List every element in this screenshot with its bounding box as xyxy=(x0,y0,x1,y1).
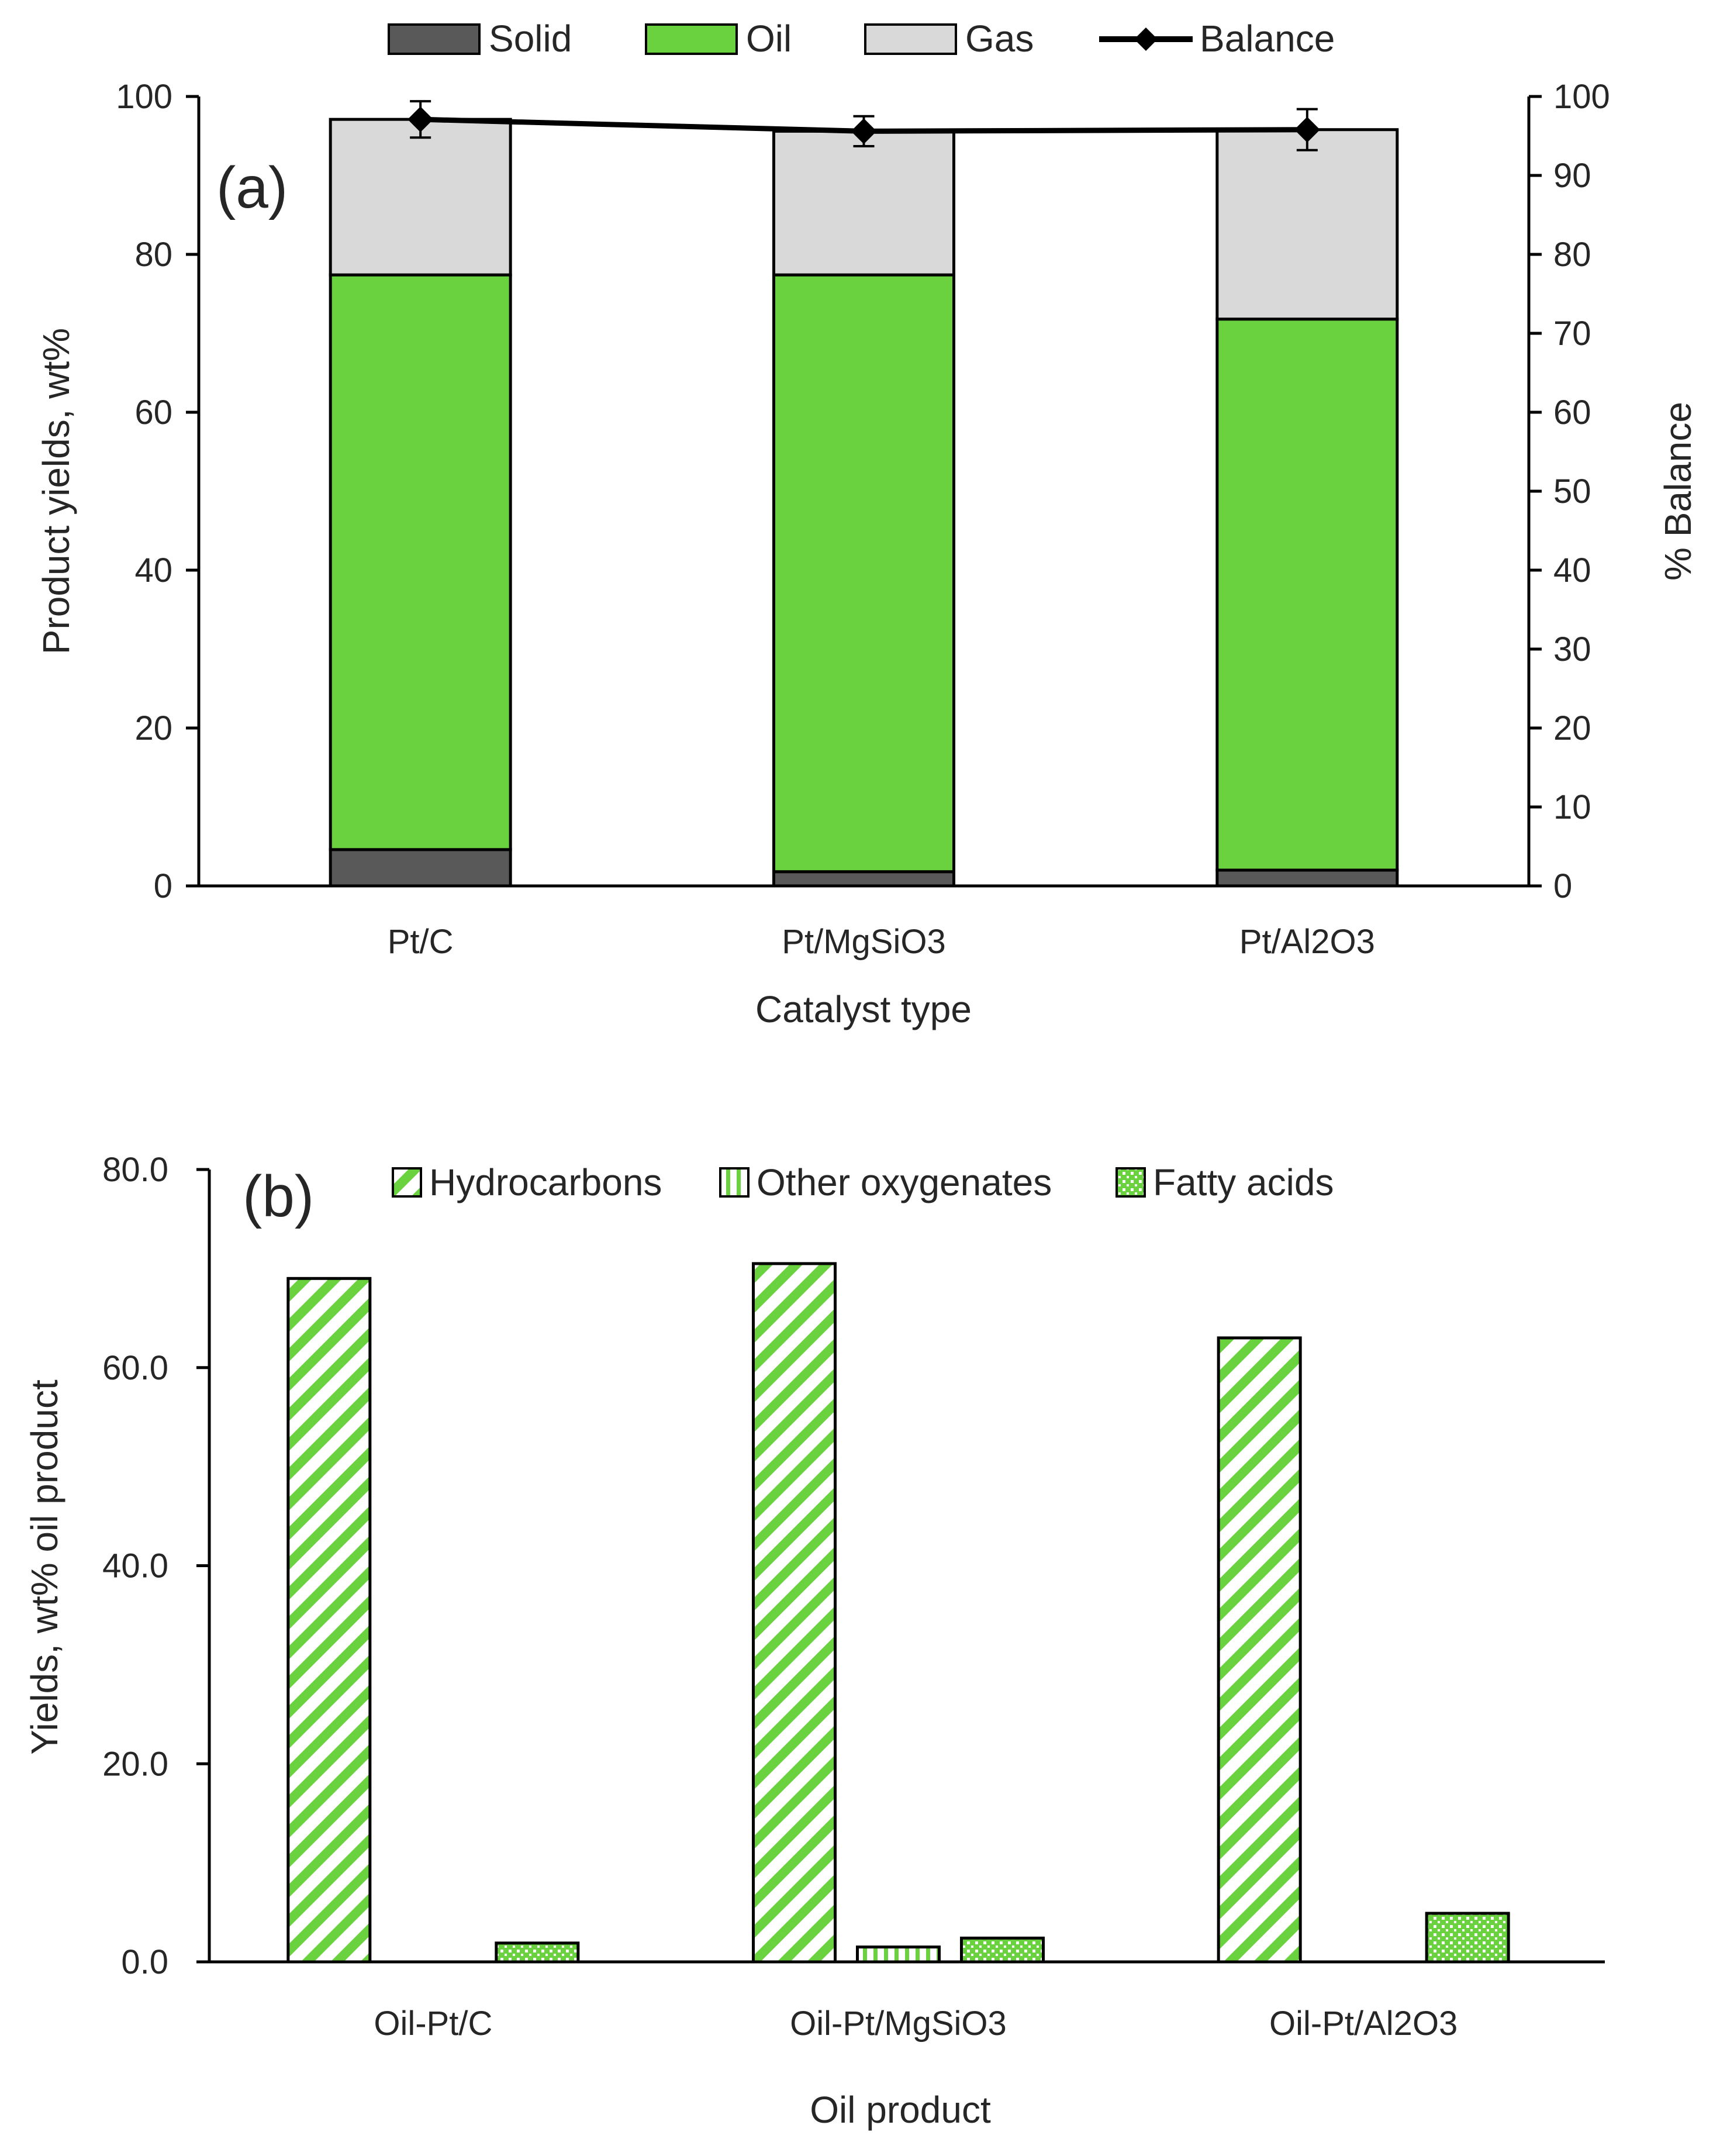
bar-fatty-acids-oil-pt-c xyxy=(495,1941,580,1964)
bar-gas-pt-mgsio3 xyxy=(772,129,955,277)
y-ticks-b: 0.0 20.0 40.0 60.0 80.0 xyxy=(102,1151,209,1981)
x-tick-label-b: Oil-Pt/MgSiO3 xyxy=(790,2005,1007,2043)
legend-label-balance: Balance xyxy=(1200,18,1335,60)
legend-swatch-solid xyxy=(388,23,481,55)
y-tick-label-left-a: 60 xyxy=(134,394,172,432)
bar-gas-pt-c xyxy=(329,118,512,277)
panel-label-a: (a) xyxy=(216,155,288,220)
legend-a: Solid Oil Gas Balance xyxy=(388,18,1335,60)
bar-hydrocarbons-oil-pt-al2o3 xyxy=(1217,1336,1302,1964)
bar-oil-pt-c xyxy=(329,273,512,851)
legend-label-gas: Gas xyxy=(965,18,1034,60)
legend-item-gas[interactable]: Gas xyxy=(864,18,1034,60)
bar-solid-pt-mgsio3 xyxy=(772,870,955,888)
y-tick-label-right-a: 30 xyxy=(1553,630,1591,668)
legend-swatch-fatty-acids xyxy=(1115,1167,1146,1198)
x-tick-label-a: Pt/Al2O3 xyxy=(1239,923,1375,961)
y-tick-label-b: 40.0 xyxy=(102,1547,168,1585)
y-tick-label-left-a: 20 xyxy=(134,709,172,747)
bar-other-oxygenates-oil-pt-mgsio3 xyxy=(856,1945,941,1964)
panel-b: Hydrocarbons Other oxygenates Fatty acid… xyxy=(23,1151,1605,2131)
y-tick-label-right-a: 40 xyxy=(1553,551,1591,589)
x-tick-label-a: Pt/C xyxy=(388,923,454,961)
y-tick-label-left-a: 80 xyxy=(134,236,172,274)
x-tick-labels-b: Oil-Pt/C Oil-Pt/MgSiO3 Oil-Pt/Al2O3 xyxy=(374,2005,1458,2043)
y-tick-label-right-a: 60 xyxy=(1553,394,1591,432)
x-tick-label-a: Pt/MgSiO3 xyxy=(782,923,945,961)
x-axis-title-b: Oil product xyxy=(810,2089,991,2131)
y-tick-label-left-a: 40 xyxy=(134,551,172,589)
y-ticks-left-a: 0 20 40 60 80 100 xyxy=(116,78,199,905)
balance-point-pt-c xyxy=(407,106,434,133)
x-tick-label-b: Oil-Pt/Al2O3 xyxy=(1269,2005,1458,2043)
y2-axis-title-a: % Balance xyxy=(1657,402,1699,581)
legend-swatch-hydrocarbons xyxy=(392,1167,422,1198)
y-tick-label-right-a: 100 xyxy=(1553,78,1610,116)
y-ticks-right-a: 0 10 20 30 40 50 60 70 80 90 100 xyxy=(1529,78,1610,905)
balance-point-pt-al2o3 xyxy=(1294,116,1320,143)
legend-swatch-gas xyxy=(864,23,957,55)
bar-hydrocarbons-oil-pt-mgsio3 xyxy=(752,1262,837,1964)
panel-a: Solid Oil Gas Balance (a) xyxy=(35,18,1699,1030)
bar-solid-pt-c xyxy=(329,848,512,888)
bar-solid-pt-al2o3 xyxy=(1215,868,1399,888)
legend-item-other-oxygenates[interactable]: Other oxygenates xyxy=(719,1161,1052,1203)
y-tick-label-b: 80.0 xyxy=(102,1151,168,1189)
x-tick-labels-a: Pt/C Pt/MgSiO3 Pt/Al2O3 xyxy=(388,923,1375,961)
y-tick-label-right-a: 90 xyxy=(1553,157,1591,195)
legend-item-hydrocarbons[interactable]: Hydrocarbons xyxy=(392,1161,662,1203)
bars-a xyxy=(329,118,1399,888)
y-tick-label-b: 60.0 xyxy=(102,1349,168,1387)
y-tick-label-right-a: 80 xyxy=(1553,236,1591,274)
legend-b: Hydrocarbons Other oxygenates Fatty acid… xyxy=(392,1161,1334,1203)
balance-point-pt-mgsio3 xyxy=(851,118,877,144)
y-tick-label-b: 20.0 xyxy=(102,1745,168,1783)
x-axis-title-a: Catalyst type xyxy=(755,988,972,1030)
bar-oil-pt-al2o3 xyxy=(1215,318,1399,872)
legend-label-hydrocarbons: Hydrocarbons xyxy=(429,1161,662,1203)
y-axis-title-b: Yields, wt% oil product xyxy=(23,1379,65,1755)
y-tick-label-right-a: 0 xyxy=(1553,867,1572,905)
legend-item-oil[interactable]: Oil xyxy=(645,18,792,60)
legend-item-solid[interactable]: Solid xyxy=(388,18,572,60)
legend-marker-balance xyxy=(1134,27,1158,51)
legend-label-fatty-acids: Fatty acids xyxy=(1153,1161,1334,1203)
panel-label-b: (b) xyxy=(243,1164,314,1229)
bar-hydrocarbons-oil-pt-c xyxy=(286,1277,372,1964)
bar-fatty-acids-oil-pt-al2o3 xyxy=(1425,1912,1510,1964)
y-tick-label-right-a: 70 xyxy=(1553,315,1591,353)
bar-oil-pt-mgsio3 xyxy=(772,273,955,874)
bars-b xyxy=(286,1262,1510,1964)
legend-swatch-other-oxygenates xyxy=(719,1167,750,1198)
y-tick-label-right-a: 20 xyxy=(1553,709,1591,747)
y-axis-title-a: Product yields, wt% xyxy=(35,328,77,654)
y-tick-label-right-a: 10 xyxy=(1553,788,1591,826)
bar-fatty-acids-oil-pt-mgsio3 xyxy=(960,1936,1045,1964)
legend-item-fatty-acids[interactable]: Fatty acids xyxy=(1115,1161,1334,1203)
balance-line-a xyxy=(407,100,1320,151)
y-tick-label-b: 0.0 xyxy=(121,1943,168,1981)
legend-swatch-oil xyxy=(645,23,738,55)
legend-label-oil: Oil xyxy=(746,18,792,60)
y-tick-label-left-a: 0 xyxy=(154,867,172,905)
legend-label-other-oxygenates: Other oxygenates xyxy=(757,1161,1052,1203)
legend-item-balance[interactable]: Balance xyxy=(1099,18,1335,60)
legend-label-solid: Solid xyxy=(489,18,572,60)
x-tick-label-b: Oil-Pt/C xyxy=(374,2005,492,2043)
bar-gas-pt-al2o3 xyxy=(1215,128,1399,321)
y-tick-label-left-a: 100 xyxy=(116,78,172,116)
y-tick-label-right-a: 50 xyxy=(1553,472,1591,510)
